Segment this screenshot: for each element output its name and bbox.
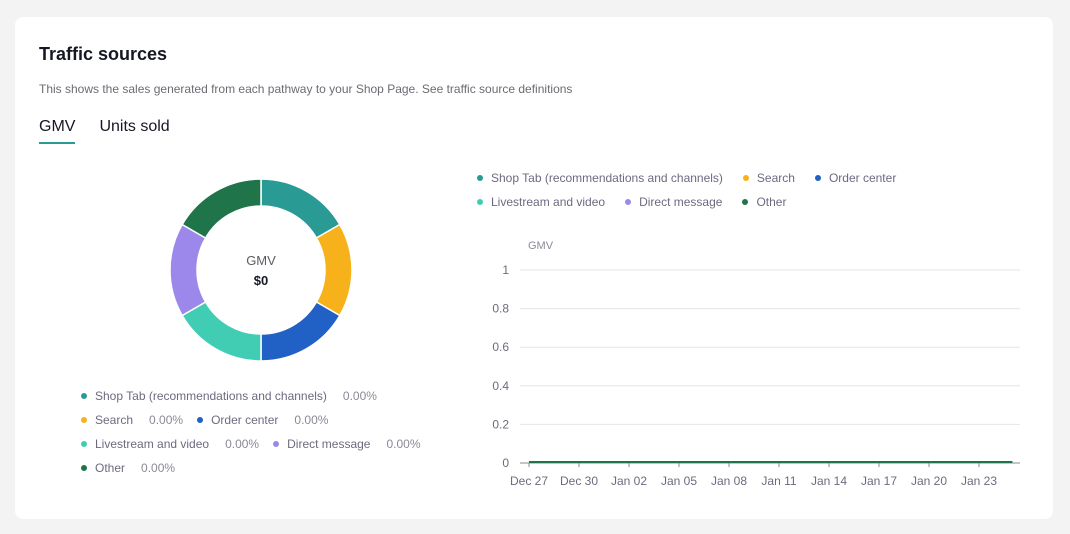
- legend-percent: 0.00%: [342, 389, 377, 403]
- donut-legend-item: Order center 0.00%: [197, 413, 328, 427]
- y-tick-label: 0.4: [492, 379, 509, 393]
- legend-dot-icon: [81, 441, 87, 447]
- x-tick-label: Dec 27: [510, 474, 548, 488]
- tab-gmv[interactable]: GMV: [39, 118, 76, 144]
- legend-percent: 0.00%: [294, 413, 329, 427]
- legend-dot-icon: [81, 393, 87, 399]
- donut-segment[interactable]: [181, 178, 262, 240]
- legend-label: Order center: [828, 171, 897, 185]
- legend-percent: 0.00%: [225, 437, 260, 451]
- x-tick-label: Jan 20: [911, 474, 947, 488]
- x-tick-label: Jan 02: [611, 474, 647, 488]
- y-tick-label: 0.6: [492, 340, 509, 354]
- line-legend-item[interactable]: Search: [742, 171, 795, 185]
- donut-legend-item: Direct message 0.00%: [273, 437, 421, 451]
- legend-percent: 0.00%: [386, 437, 421, 451]
- x-tick-label: Jan 14: [811, 474, 847, 488]
- line-legend-item[interactable]: Order center: [814, 171, 897, 185]
- y-axis-label: GMV: [528, 240, 554, 252]
- legend-dot-icon: [197, 417, 204, 423]
- legend-label: Search: [756, 171, 795, 185]
- y-tick-label: 0.2: [492, 417, 509, 431]
- line-chart-legend: Shop Tab (recommendations and channels) …: [477, 166, 916, 214]
- legend-label: Direct message: [287, 437, 371, 451]
- x-tick-label: Jan 23: [961, 474, 997, 488]
- x-tick-label: Dec 30: [560, 474, 598, 488]
- y-tick-label: 0.8: [492, 302, 509, 316]
- legend-label: Shop Tab (recommendations and channels): [95, 389, 327, 403]
- legend-dot-icon: [273, 441, 280, 447]
- metric-tabs: GMV Units sold: [39, 118, 170, 144]
- card-title: Traffic sources: [39, 44, 168, 64]
- legend-label: Livestream and video: [491, 195, 606, 209]
- donut-legend: Shop Tab (recommendations and channels) …: [81, 384, 435, 480]
- legend-percent: 0.00%: [149, 413, 184, 427]
- legend-dot-icon: [742, 199, 749, 205]
- donut-legend-item: Other 0.00%: [81, 461, 175, 475]
- legend-dot-icon: [814, 175, 821, 181]
- donut-legend-item: Shop Tab (recommendations and channels) …: [81, 389, 377, 403]
- x-tick-label: Jan 11: [761, 474, 796, 488]
- tab-units-sold[interactable]: Units sold: [99, 118, 170, 135]
- legend-label: Direct message: [639, 195, 723, 209]
- legend-dot-icon: [81, 465, 87, 471]
- donut-legend-item: Livestream and video 0.00%: [81, 437, 259, 451]
- line-chart: GMV 0 0.2 0.4 0.6 0.8 1 Dec 27 Dec 30 Jan 02 Jan 0…: [492, 240, 1020, 488]
- line-legend-item[interactable]: Shop Tab (recommendations and channels): [477, 171, 723, 185]
- y-tick-label: 1: [502, 263, 509, 277]
- legend-dot-icon: [477, 175, 483, 181]
- line-legend-item[interactable]: Livestream and video: [477, 195, 605, 209]
- x-tick-label: Jan 05: [661, 474, 697, 488]
- legend-label: Search: [95, 413, 134, 427]
- donut-center: GMV $0: [165, 174, 357, 366]
- donut-center-label: GMV: [246, 252, 276, 268]
- x-tick-label: Jan 08: [711, 474, 747, 488]
- traffic-sources-card: Traffic sources This shows the sales gen…: [15, 17, 1053, 519]
- x-tick-label: Jan 17: [861, 474, 897, 488]
- legend-dot-icon: [477, 199, 483, 205]
- donut-center-value: $0: [253, 272, 269, 288]
- legend-label: Order center: [211, 413, 279, 427]
- line-legend-item[interactable]: Other: [742, 195, 786, 209]
- y-tick-label: 0: [502, 456, 509, 470]
- legend-percent: 0.00%: [141, 461, 176, 475]
- card-description: This shows the sales generated from each…: [39, 82, 573, 96]
- legend-label: Other: [95, 461, 126, 475]
- donut-legend-item: Search 0.00%: [81, 413, 183, 427]
- legend-dot-icon: [742, 175, 749, 181]
- legend-label: Other: [756, 195, 787, 209]
- legend-label: Shop Tab (recommendations and channels): [491, 171, 723, 185]
- legend-label: Livestream and video: [95, 437, 210, 451]
- legend-dot-icon: [81, 417, 87, 423]
- donut-svg: [169, 178, 353, 362]
- line-legend-item[interactable]: Direct message: [625, 195, 722, 209]
- donut-chart: GMV $0: [165, 174, 357, 366]
- legend-dot-icon: [625, 199, 632, 205]
